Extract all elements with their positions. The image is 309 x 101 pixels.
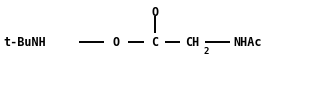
- Text: 2: 2: [203, 47, 209, 56]
- Text: O: O: [151, 6, 159, 19]
- Text: O: O: [112, 36, 120, 49]
- Text: NHAc: NHAc: [233, 36, 262, 49]
- Text: t-BuNH: t-BuNH: [3, 36, 46, 49]
- Text: CH: CH: [185, 36, 199, 49]
- Text: C: C: [151, 36, 159, 49]
